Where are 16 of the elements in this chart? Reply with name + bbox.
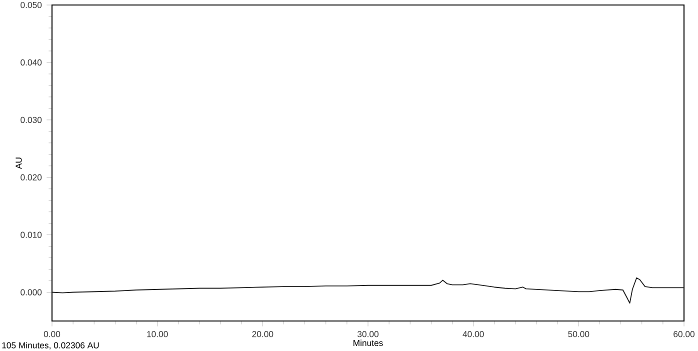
x-tick-label: 0.00 [44,331,60,338]
y-axis-title: AU [16,158,22,169]
x-tick-label: 60.00 [674,331,694,338]
y-tick-label: 0.000 [20,289,42,296]
y-tick-label: 0.040 [20,59,42,66]
x-tick-label: 10.00 [147,331,168,338]
y-tick-label: 0.020 [20,174,42,180]
y-tick-label: 0.010 [20,232,42,238]
y-tick-label: 0.050 [20,2,42,8]
x-tick-label: 40.00 [462,331,484,338]
x-tick-label: 30.00 [357,331,378,338]
y-tick-label: 0.030 [20,116,42,123]
x-tick-label: 20.00 [252,331,274,338]
x-axis-title: Minutes [354,340,383,346]
text: 105 Minutes, 0.02306 AU [2,342,99,350]
x-tick-label: 50.00 [568,331,590,338]
